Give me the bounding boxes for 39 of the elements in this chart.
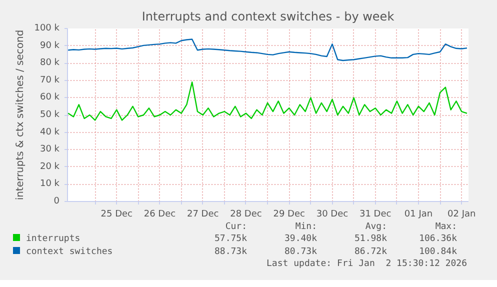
x-tick-label: 26 Dec — [144, 210, 176, 220]
text: Min: — [294, 222, 317, 233]
legend-label: interrupts — [25, 233, 82, 246]
text: Cur: — [224, 222, 247, 233]
legend-label: context switches — [25, 246, 114, 259]
y-tick-label: 50 k — [40, 110, 60, 120]
x-tick-label: 27 Dec — [187, 210, 219, 220]
y-tick-label: 30 k — [40, 144, 60, 155]
text: 80.73k — [283, 246, 317, 259]
chart-title: Interrupts and context switches - by week — [142, 10, 394, 24]
text: Avg: — [364, 222, 387, 233]
text: Last update: Fri Jan 2 15:30:12 2026 — [266, 259, 468, 270]
x-tick-label: 02 Jan — [448, 210, 476, 220]
x-tick-label: 31 Dec — [360, 210, 392, 220]
y-tick-label: 60 k — [40, 92, 60, 103]
text: 100.84k — [418, 246, 457, 259]
y-tick-label: 100 k — [34, 24, 60, 34]
y-tick-label: 80 k — [40, 58, 60, 68]
text: 57.75k — [213, 233, 247, 246]
text: 39.40k — [283, 233, 317, 246]
x-tick-label: 28 Dec — [230, 210, 262, 220]
line-series — [68, 38, 468, 62]
y-tick-label: 70 k — [40, 75, 60, 86]
text: Max: — [434, 222, 457, 233]
x-tick-label: 01 Jan — [404, 210, 433, 220]
y-tick-label: 90 k — [40, 40, 60, 51]
x-tick-label: 29 Dec — [273, 210, 306, 220]
y-tick-label: 10 k — [40, 179, 60, 190]
y-tick-label: 40 k — [40, 127, 60, 138]
x-tick-label: 25 Dec — [100, 210, 133, 220]
y-axis-title: interrupts & ctx switches / second — [15, 30, 26, 200]
y-tick-label: 20 k — [40, 162, 60, 172]
line-series — [68, 82, 468, 121]
text: 51.98k — [353, 233, 387, 246]
x-tick-label: 30 Dec — [316, 210, 348, 220]
text: 88.73k — [213, 246, 247, 259]
text: 86.72k — [353, 246, 387, 259]
y-tick-label: 0 — [54, 196, 60, 206]
text: 106.36k — [418, 233, 457, 246]
